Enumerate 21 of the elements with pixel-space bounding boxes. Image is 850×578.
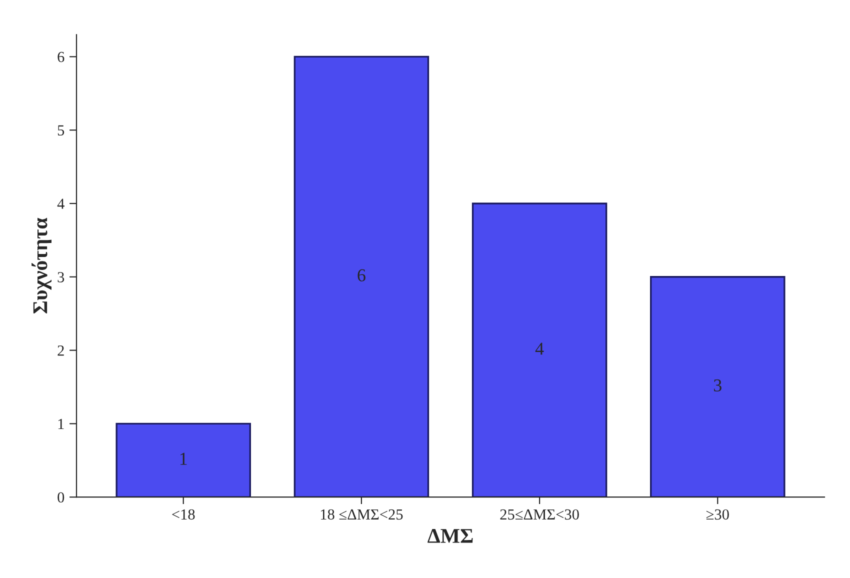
y-tick-label: 3: [58, 272, 64, 282]
data-label: 4: [535, 342, 544, 355]
y-tick-label: 5: [58, 125, 64, 136]
bar: [116, 422, 251, 498]
bar: [294, 56, 430, 498]
data-label: 1: [180, 452, 187, 465]
y-tick-label: 0: [58, 492, 64, 503]
y-tick-label: 2: [58, 345, 64, 356]
x-axis-title: ΔΜΣ: [428, 529, 473, 543]
data-label: 3: [714, 379, 722, 392]
y-axis-title: Συχνότητα: [32, 218, 52, 314]
x-tick-label: <18: [172, 509, 195, 520]
y-tick-label: 6: [58, 52, 64, 62]
x-tick-label: 25≤ΔΜΣ<30: [500, 509, 579, 520]
y-tick-label: 1: [58, 418, 64, 429]
x-tick-label: ≥30: [706, 509, 729, 520]
x-tick-label: 18 ≤ΔΜΣ<25: [320, 509, 403, 520]
data-label: 6: [358, 269, 366, 282]
bar: [650, 276, 786, 498]
bar: [472, 202, 608, 498]
y-tick-label: 4: [57, 198, 64, 209]
